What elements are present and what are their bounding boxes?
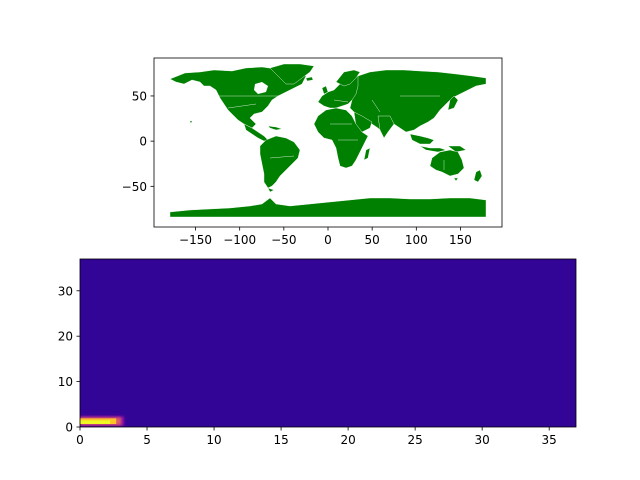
africa-landmass bbox=[313, 107, 369, 169]
india-subcontinent bbox=[377, 115, 395, 139]
country-borders bbox=[206, 95, 445, 170]
map-x-tick-label: −150 bbox=[179, 233, 212, 247]
heatmap-axes: 0 5 10 15 20 25 30 35 0 10 20 30 bbox=[58, 258, 577, 447]
tierra-del-fuego bbox=[267, 187, 275, 193]
hotspot-core bbox=[80, 420, 111, 424]
heatmap-x-tick-label: 5 bbox=[143, 433, 151, 447]
land-masses bbox=[169, 63, 487, 218]
heatmap-x-tick-label: 20 bbox=[340, 433, 355, 447]
heatmap-y-tick-label: 0 bbox=[65, 421, 73, 435]
hawaii-islands bbox=[189, 120, 193, 123]
british-isles bbox=[321, 85, 329, 95]
heatmap-y-tick-label: 30 bbox=[58, 284, 73, 298]
heatmap-x-tick-label: 30 bbox=[475, 433, 490, 447]
heatmap-hotspot bbox=[80, 416, 125, 426]
map-x-tick-label: 150 bbox=[449, 233, 472, 247]
heatmap-x-tick-label: 10 bbox=[206, 433, 221, 447]
new-guinea bbox=[447, 145, 467, 153]
map-y-tick-label: 50 bbox=[132, 89, 147, 103]
map-x-tick-label: 0 bbox=[324, 233, 332, 247]
map-x-tick-label: 50 bbox=[365, 233, 380, 247]
indonesia-islands bbox=[419, 145, 447, 153]
heatmap-x-axis: 0 5 10 15 20 25 30 35 bbox=[76, 427, 557, 447]
iceland bbox=[305, 76, 314, 82]
greenland-landmass bbox=[269, 63, 315, 85]
new-zealand bbox=[473, 169, 483, 183]
heatmap-x-tick-label: 0 bbox=[76, 433, 84, 447]
madagascar bbox=[363, 147, 371, 161]
map-x-tick-label: −50 bbox=[271, 233, 296, 247]
heatmap-x-tick-label: 15 bbox=[273, 433, 288, 447]
tasmania bbox=[453, 177, 459, 182]
heatmap-y-axis: 0 10 20 30 bbox=[58, 284, 80, 435]
caribbean-islands bbox=[267, 125, 283, 131]
heatmap-y-tick-label: 20 bbox=[58, 330, 73, 344]
north-america-landmass bbox=[169, 66, 307, 129]
heatmap-y-tick-label: 10 bbox=[58, 375, 73, 389]
australia-landmass bbox=[429, 149, 465, 177]
heatmap-x-tick-label: 25 bbox=[407, 433, 422, 447]
map-x-tick-label: −100 bbox=[223, 233, 256, 247]
map-y-axis: −50 0 50 bbox=[122, 89, 154, 194]
scandinavia-landmass bbox=[335, 69, 361, 87]
southeast-asia-islands bbox=[409, 133, 435, 145]
world-map-axes: −150 −100 −50 0 50 100 150 −50 0 50 bbox=[122, 57, 503, 247]
south-america-landmass bbox=[259, 135, 301, 189]
antarctica-landmass bbox=[169, 197, 487, 218]
map-x-tick-label: 100 bbox=[405, 233, 428, 247]
map-y-tick-label: 0 bbox=[139, 135, 147, 149]
japan bbox=[447, 95, 459, 111]
heatmap-axes-frame bbox=[79, 258, 577, 428]
map-x-axis: −150 −100 −50 0 50 100 150 bbox=[179, 227, 472, 247]
heatmap-x-tick-label: 35 bbox=[542, 433, 557, 447]
map-y-tick-label: −50 bbox=[122, 180, 147, 194]
hudson-bay bbox=[254, 82, 268, 94]
heatmap-background bbox=[80, 259, 576, 427]
